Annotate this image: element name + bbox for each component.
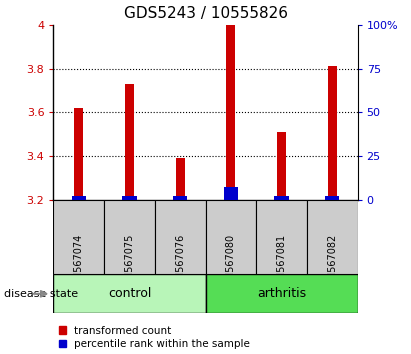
Bar xyxy=(275,196,289,200)
Bar xyxy=(53,200,104,274)
Text: GSM567082: GSM567082 xyxy=(327,234,337,293)
Bar xyxy=(155,200,206,274)
Bar xyxy=(104,200,155,274)
Bar xyxy=(74,108,83,200)
Text: GSM567076: GSM567076 xyxy=(175,234,185,293)
Text: control: control xyxy=(108,287,151,300)
Bar xyxy=(122,196,136,200)
Bar xyxy=(175,158,185,200)
Bar xyxy=(224,187,238,200)
Bar xyxy=(226,25,236,200)
Bar xyxy=(277,132,286,200)
Bar xyxy=(325,196,339,200)
Bar xyxy=(256,200,307,274)
Text: GSM567081: GSM567081 xyxy=(277,234,286,293)
Text: disease state: disease state xyxy=(4,289,78,299)
Bar xyxy=(328,67,337,200)
Bar xyxy=(72,196,86,200)
Bar xyxy=(173,196,187,200)
Bar xyxy=(206,274,358,313)
Bar xyxy=(125,84,134,200)
Text: GSM567080: GSM567080 xyxy=(226,234,236,293)
Bar xyxy=(307,200,358,274)
Bar xyxy=(206,200,256,274)
Text: GSM567075: GSM567075 xyxy=(125,234,134,293)
Legend: transformed count, percentile rank within the sample: transformed count, percentile rank withi… xyxy=(59,326,250,349)
Title: GDS5243 / 10555826: GDS5243 / 10555826 xyxy=(123,6,288,21)
Bar xyxy=(53,274,206,313)
Text: GSM567074: GSM567074 xyxy=(74,234,84,293)
Text: arthritis: arthritis xyxy=(257,287,306,300)
